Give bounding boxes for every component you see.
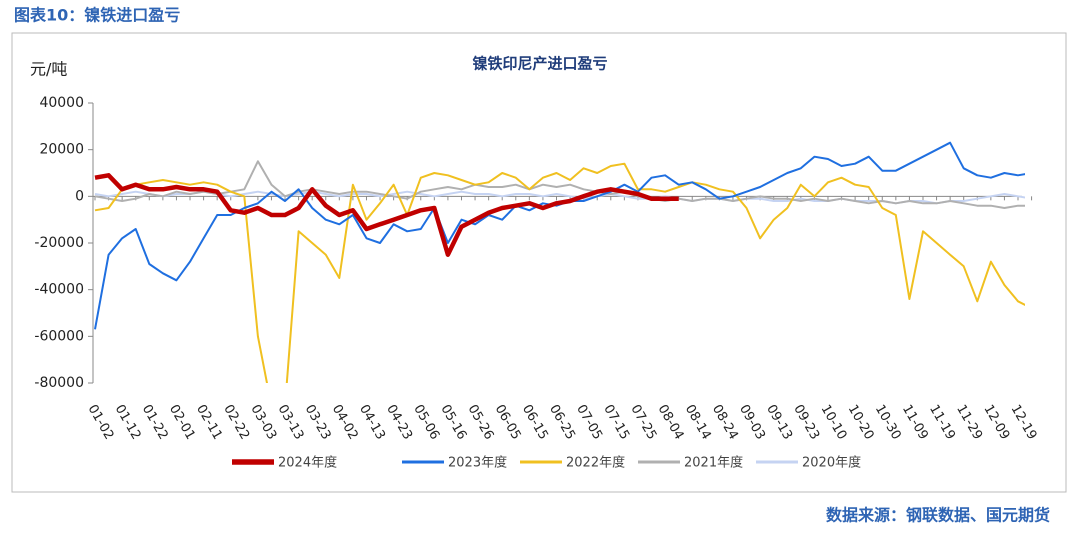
series-line xyxy=(94,141,1025,330)
x-tick-label: 01-02 xyxy=(85,402,117,442)
y-tick-label: -40000 xyxy=(34,282,84,298)
x-tick-label: 10-20 xyxy=(845,402,877,442)
x-tick-label: 06-25 xyxy=(546,402,578,442)
y-tick-label: -60000 xyxy=(34,328,84,344)
x-tick-label: 10-10 xyxy=(817,402,849,442)
y-tick-label: 40000 xyxy=(39,95,84,111)
chart-title: 镍铁印尼产进口盈亏 xyxy=(472,55,607,73)
x-tick-label: 01-22 xyxy=(139,402,171,442)
y-axis-label: 元/吨 xyxy=(30,60,67,79)
y-tick-label: 20000 xyxy=(39,142,84,158)
y-tick-label: -20000 xyxy=(34,235,84,251)
x-tick-label: 04-02 xyxy=(329,402,361,442)
x-tick-label: 08-04 xyxy=(655,402,687,442)
plot xyxy=(94,141,1025,383)
header: 图表10：镍铁进口盈亏 xyxy=(14,6,180,25)
x-tick-label: 11-19 xyxy=(926,402,958,442)
x-tick-label: 10-30 xyxy=(872,402,904,442)
x-tick-label: 07-15 xyxy=(600,402,632,442)
legend-label: 2020年度 xyxy=(802,455,861,471)
x-tick-label: 08-14 xyxy=(682,402,714,442)
x-tick-label: 04-23 xyxy=(383,402,415,442)
y-tick-label: 0 xyxy=(75,188,84,204)
x-tick-label: 02-22 xyxy=(220,402,252,442)
x-tick-label: 03-03 xyxy=(247,402,279,442)
series-line xyxy=(94,162,1025,383)
x-tick-label: 12-09 xyxy=(980,402,1012,442)
x-tick-label: 09-13 xyxy=(763,402,795,442)
frame xyxy=(11,32,1067,493)
x-tick-label: 03-13 xyxy=(275,402,307,442)
x-tick-label: 05-26 xyxy=(465,402,497,442)
legend-label: 2022年度 xyxy=(566,455,625,471)
x-tick-label: 07-25 xyxy=(627,402,659,442)
x-tick-label: 03-23 xyxy=(302,402,334,442)
legend-label: 2024年度 xyxy=(278,455,337,471)
x-tick-label: 05-06 xyxy=(410,402,442,442)
x-tick-label: 04-13 xyxy=(356,402,388,442)
x-tick-label: 06-05 xyxy=(492,402,524,442)
x-tick-label: 08-24 xyxy=(709,402,741,442)
x-tick-label: 11-09 xyxy=(899,402,931,442)
series-line xyxy=(94,160,1025,209)
x-tick-label: 02-01 xyxy=(166,402,198,442)
x-tick-label: 01-12 xyxy=(112,402,144,442)
x-tick-label: 11-29 xyxy=(953,402,985,442)
x-tick-label: 09-23 xyxy=(790,402,822,442)
x-tick-label: 02-11 xyxy=(193,402,225,442)
x-tick-label: 05-16 xyxy=(437,402,469,442)
series-line xyxy=(94,173,679,257)
x-tick-label: 12-19 xyxy=(1008,402,1040,442)
legend-label: 2023年度 xyxy=(448,455,507,471)
x-tick-label: 09-03 xyxy=(736,402,768,442)
x-tick-label: 07-05 xyxy=(573,402,605,442)
legend-label: 2021年度 xyxy=(684,455,743,471)
series-line xyxy=(94,190,1025,205)
y-tick-label: -80000 xyxy=(34,375,84,391)
source: 数据来源：钢联数据、国元期货 xyxy=(826,506,1050,525)
x-tick-label: 06-15 xyxy=(519,402,551,442)
